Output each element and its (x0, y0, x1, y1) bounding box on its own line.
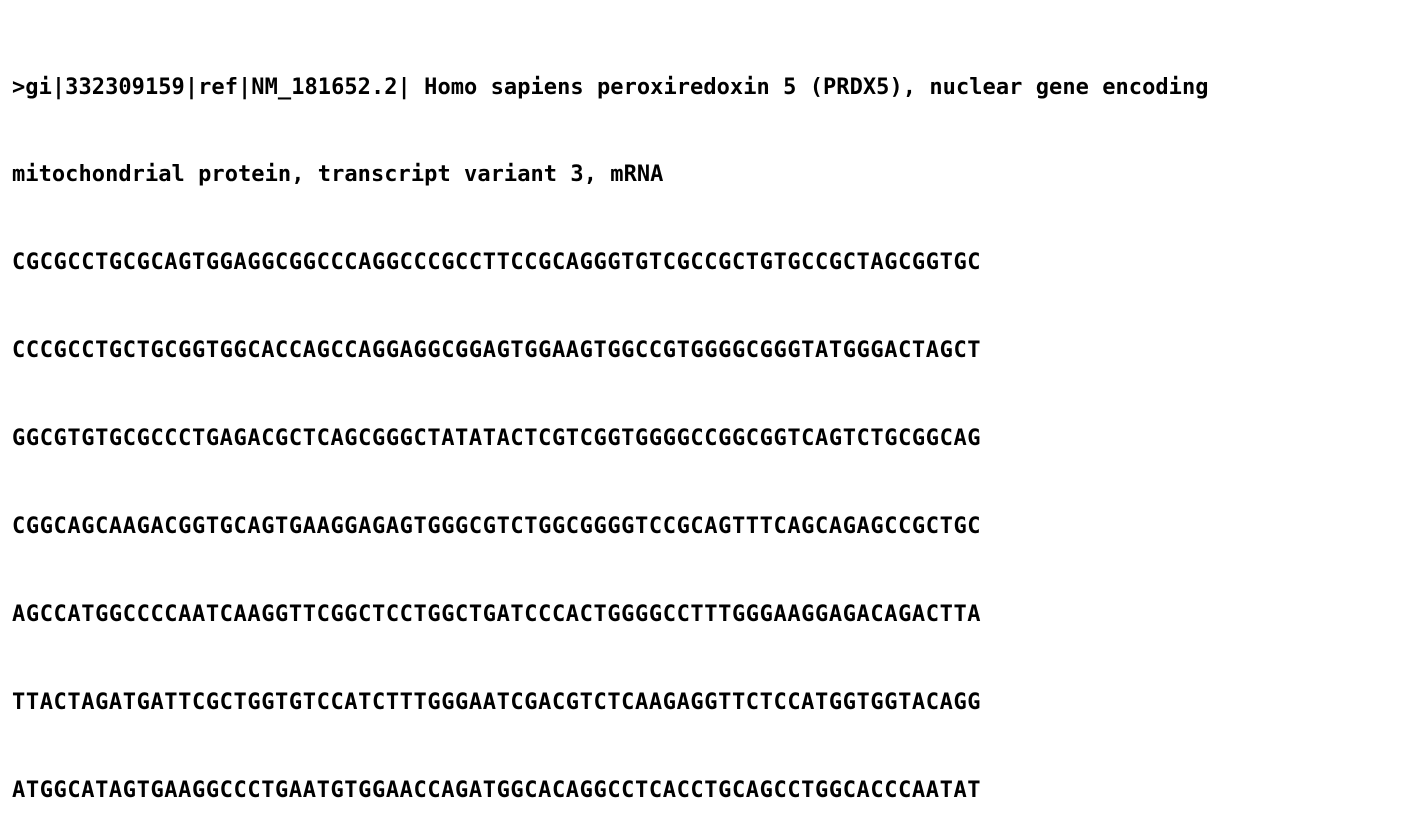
header-line-1: >gi|332309159|ref|NM_181652.2| Homo sapi… (12, 74, 1209, 100)
sequence-line: CGGCAGCAAGACGGTGCAGTGAAGGAGAGTGGGCGTCTGG… (12, 514, 982, 540)
sequence-line: ATGGCATAGTGAAGGCCCTGAATGTGGAACCAGATGGCAC… (12, 777, 982, 803)
sequence-line: CGCGCCTGCGCAGTGGAGGCGGCCCAGGCCCGCCTTCCGC… (12, 250, 982, 276)
sequence-line: CCCGCCTGCTGCGGTGGCACCAGCCAGGAGGCGGAGTGGA… (12, 338, 982, 364)
sequence-line: TTACTAGATGATTCGCTGGTGTCCATCTTTGGGAATCGAC… (12, 689, 982, 715)
header-line-2: mitochondrial protein, transcript varian… (12, 162, 664, 188)
sequence-line: GGCGTGTGCGCCCTGAGACGCTCAGCGGGCTATATACTCG… (12, 426, 982, 452)
sequence-line: AGCCATGGCCCCAATCAAGGTTCGGCTCCTGGCTGATCCC… (12, 601, 982, 627)
fasta-record: >gi|332309159|ref|NM_181652.2| Homo sapi… (12, 14, 1404, 814)
